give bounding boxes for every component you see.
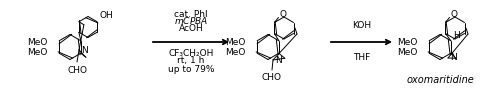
Text: O: O — [280, 10, 286, 19]
Text: MeO: MeO — [397, 48, 417, 57]
Text: MeO: MeO — [225, 38, 246, 47]
Text: AcOH: AcOH — [178, 23, 204, 32]
Text: MeO: MeO — [27, 48, 48, 57]
Text: $m$CPBA: $m$CPBA — [174, 15, 208, 26]
Text: CHO: CHO — [262, 73, 282, 82]
Text: H: H — [453, 31, 460, 40]
Text: rt, 1 h: rt, 1 h — [178, 57, 204, 66]
Text: THF: THF — [353, 52, 370, 61]
Text: O: O — [450, 10, 458, 19]
Text: oxomaritidine: oxomaritidine — [406, 75, 474, 85]
Text: MeO: MeO — [225, 48, 246, 57]
Text: CHO: CHO — [67, 66, 87, 75]
Text: OH: OH — [99, 11, 113, 20]
Text: MeO: MeO — [27, 38, 48, 47]
Text: MeO: MeO — [397, 38, 417, 47]
Text: N: N — [450, 53, 457, 62]
Text: N: N — [81, 46, 88, 55]
Text: KOH: KOH — [352, 21, 371, 30]
Text: N: N — [275, 56, 282, 65]
Text: CF₃CH₂OH: CF₃CH₂OH — [168, 49, 214, 58]
Text: up to 79%: up to 79% — [168, 65, 214, 74]
Text: cat. PhI: cat. PhI — [174, 10, 208, 19]
